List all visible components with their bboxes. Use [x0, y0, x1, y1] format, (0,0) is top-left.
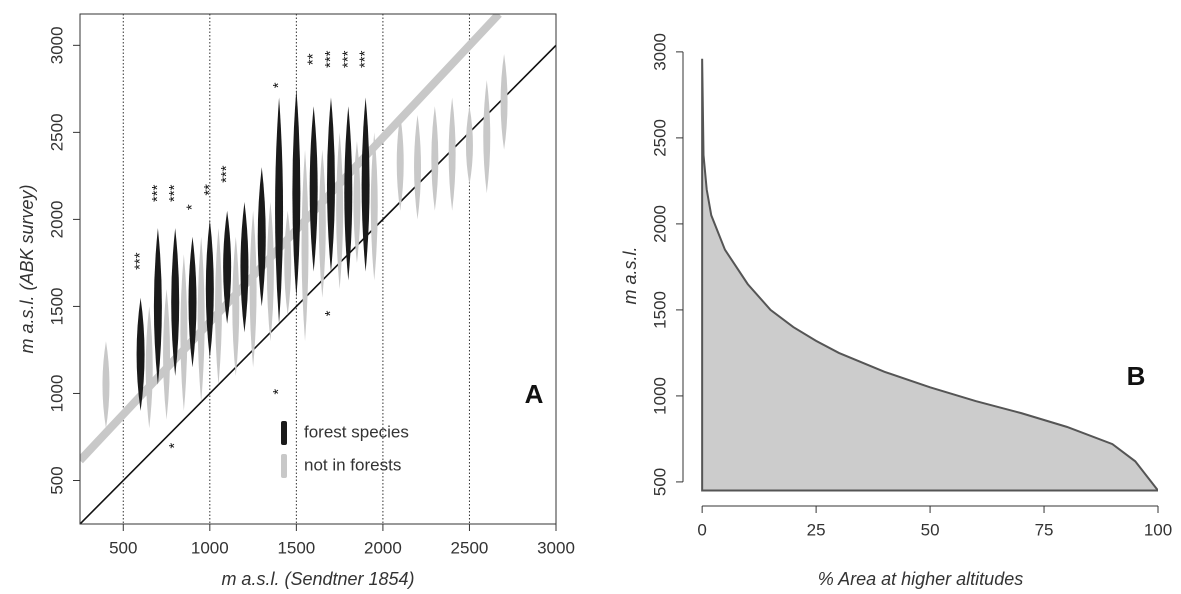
violin — [301, 149, 309, 342]
x-tick-label: 1000 — [191, 538, 229, 557]
x-tick-label: 100 — [1144, 520, 1172, 539]
y-tick-label: 500 — [650, 468, 669, 496]
violin — [309, 106, 318, 272]
x-tick-label: 3000 — [537, 538, 575, 557]
violin — [275, 97, 284, 324]
violin — [396, 114, 404, 211]
violin — [180, 254, 188, 411]
y-tick-label: 1000 — [47, 375, 66, 413]
significance-mark: *** — [218, 165, 235, 183]
violin — [344, 106, 353, 281]
x-tick-label: 2500 — [451, 538, 489, 557]
plot-area — [701, 58, 1158, 492]
significance-mark: ** — [201, 184, 218, 196]
x-tick-label: 75 — [1035, 520, 1054, 539]
violin — [326, 97, 335, 272]
x-tick-label: 25 — [807, 520, 826, 539]
significance-mark: * — [270, 389, 287, 395]
significance-mark: *** — [339, 50, 356, 68]
violin — [232, 236, 240, 377]
significance-mark: * — [166, 443, 183, 449]
y-tick-label: 2000 — [650, 205, 669, 243]
violin — [448, 97, 456, 211]
violin — [465, 106, 473, 185]
violin — [153, 228, 162, 385]
significance-mark: * — [322, 310, 339, 316]
violin — [240, 201, 249, 333]
significance-mark: * — [270, 82, 287, 88]
violin — [145, 306, 153, 429]
x-axis-title: % Area at higher altitudes — [818, 569, 1023, 589]
violin — [197, 236, 205, 403]
violin — [266, 201, 274, 342]
identity-line — [80, 44, 556, 524]
panel-label: B — [1127, 361, 1146, 391]
violin — [500, 54, 508, 150]
y-axis-title: m a.s.l. (ABK survey) — [17, 184, 37, 353]
violin — [102, 341, 110, 429]
x-tick-label: 50 — [921, 520, 940, 539]
violin — [483, 80, 491, 194]
y-tick-label: 2500 — [47, 113, 66, 151]
violin — [370, 132, 378, 281]
violin — [171, 228, 180, 377]
violin — [214, 228, 222, 385]
significance-mark: *** — [166, 184, 183, 202]
violin — [223, 210, 232, 324]
y-tick-label: 2500 — [650, 119, 669, 157]
legend-label: forest species — [304, 422, 409, 441]
x-tick-label: 500 — [109, 538, 137, 557]
x-tick-label: 1500 — [277, 538, 315, 557]
violin — [249, 210, 257, 368]
plot-frame — [79, 13, 557, 525]
y-tick-label: 3000 — [650, 33, 669, 71]
plot-area: ****** ************ *** *** ****** — [80, 14, 556, 524]
x-tick-label: 0 — [697, 520, 706, 539]
x-tick-label: 2000 — [364, 538, 402, 557]
violin — [361, 97, 370, 272]
violin — [188, 236, 197, 368]
y-tick-label: 1500 — [47, 288, 66, 326]
y-axis-title: m a.s.l. — [620, 246, 640, 304]
panel-label: A — [525, 379, 544, 409]
significance-mark: *** — [132, 252, 149, 270]
area — [701, 58, 1158, 492]
y-tick-label: 2000 — [47, 200, 66, 238]
significance-mark: *** — [357, 50, 374, 68]
legend-label: not in forests — [304, 455, 401, 474]
legend-swatch — [281, 454, 287, 478]
violin — [205, 219, 214, 359]
y-tick-label: 500 — [47, 466, 66, 494]
y-tick-label: 1500 — [650, 291, 669, 329]
violin — [318, 149, 326, 298]
x-axis-title: m a.s.l. (Sendtner 1854) — [221, 569, 414, 589]
y-tick-label: 3000 — [47, 26, 66, 64]
y-tick-label: 1000 — [650, 377, 669, 415]
violin — [292, 88, 301, 298]
legend-swatch — [281, 421, 287, 445]
significance-mark: *** — [322, 50, 339, 68]
significance-mark: ** — [305, 53, 322, 65]
violin — [414, 114, 422, 220]
violin — [431, 106, 439, 211]
significance-mark: *** — [149, 184, 166, 202]
violin — [336, 132, 344, 290]
violin — [163, 289, 171, 420]
violin — [257, 167, 266, 307]
significance-mark: * — [183, 204, 200, 210]
violin — [353, 141, 361, 263]
violin — [136, 297, 145, 411]
violin — [284, 210, 292, 316]
